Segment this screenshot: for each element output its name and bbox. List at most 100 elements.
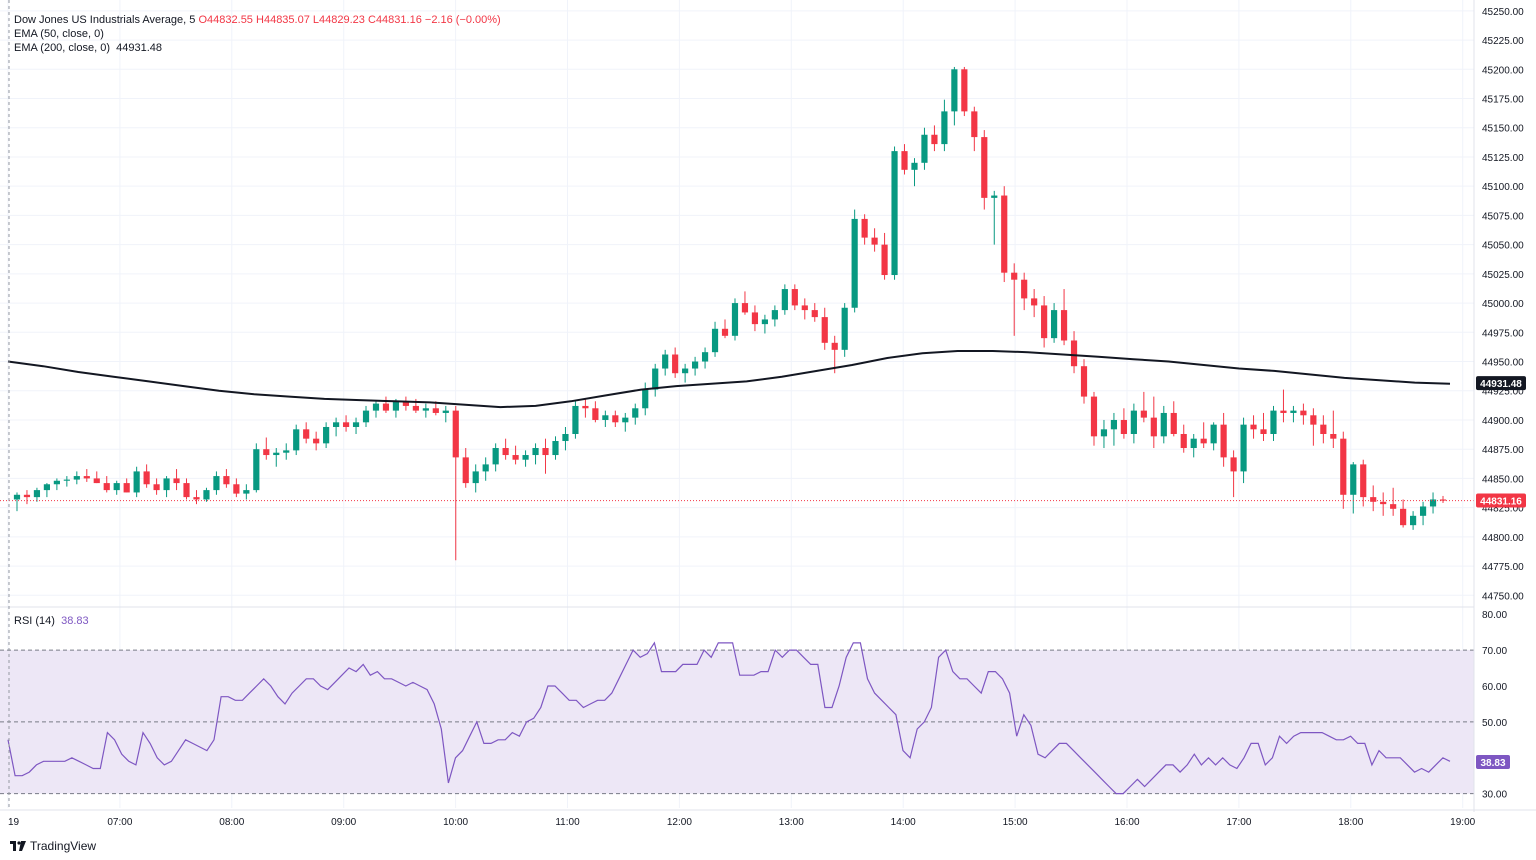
- time-tick-label: 17:00: [1226, 817, 1251, 828]
- price-tag-bg: [1476, 493, 1526, 508]
- candle-body: [791, 289, 798, 306]
- time-tick-label: 10:00: [443, 817, 468, 828]
- time-tick-label: 12:00: [667, 817, 692, 828]
- rsi-tick-label: 70.00: [1482, 646, 1507, 657]
- candle-body: [133, 471, 140, 493]
- candle-body: [173, 478, 180, 484]
- time-tick-label: 07:00: [107, 817, 132, 828]
- candle-body: [1410, 515, 1417, 526]
- candle-body: [961, 69, 968, 112]
- candle-body: [841, 307, 848, 350]
- candle-body: [1110, 419, 1118, 430]
- price-tick-label: 45200.00: [1482, 65, 1524, 76]
- candle-body: [492, 448, 499, 465]
- candle-body: [1290, 410, 1297, 413]
- legend-rsi[interactable]: RSI (14) 38.83: [14, 614, 89, 628]
- candle-body: [652, 368, 659, 390]
- legend-ema200[interactable]: EMA (200, close, 0) 44931.48: [14, 41, 162, 55]
- candle-body: [1429, 499, 1437, 507]
- ohlc-o-label: O: [198, 14, 208, 26]
- candle-body: [512, 455, 519, 460]
- candle-body: [502, 448, 509, 456]
- price-tick-label: 44975.00: [1482, 328, 1524, 339]
- candle-body: [1280, 410, 1287, 413]
- candle-body: [1051, 310, 1058, 339]
- candle-body: [662, 354, 669, 369]
- candle-body: [632, 408, 639, 418]
- candle-body: [1330, 433, 1337, 439]
- price-tick-label: 44950.00: [1482, 358, 1524, 369]
- rsi-polyline: [7, 641, 1451, 795]
- candle-body: [1390, 504, 1397, 509]
- price-tick-label: 44875.00: [1482, 445, 1524, 456]
- candle-body: [153, 484, 160, 491]
- candle-body: [93, 478, 100, 484]
- candle-body: [193, 497, 200, 500]
- price-tick-label: 45150.00: [1482, 124, 1524, 135]
- rsi-tag-bg: [1476, 754, 1510, 769]
- candle-body: [1031, 298, 1038, 306]
- candle-body: [462, 457, 469, 484]
- price-tick-label: 45050.00: [1482, 241, 1524, 252]
- price-tick-label: 44825.00: [1482, 504, 1524, 515]
- candle-body: [123, 483, 130, 493]
- candle-body: [1140, 410, 1147, 418]
- interval: 5: [189, 14, 196, 26]
- candle-body: [482, 464, 489, 472]
- candle-body: [682, 368, 689, 374]
- candle-body: [901, 151, 908, 170]
- candle-body: [562, 433, 569, 442]
- candle-body: [243, 490, 250, 494]
- price-tick-label: 44900.00: [1482, 416, 1524, 427]
- candle-body: [1370, 497, 1377, 502]
- ema-200-line: [0, 350, 1474, 502]
- candle-body: [442, 410, 449, 413]
- candle-body: [412, 405, 419, 411]
- price-tag-bg: [1476, 376, 1526, 391]
- candle-body: [622, 417, 629, 423]
- candle-body: [1419, 506, 1427, 516]
- candle-body: [532, 448, 539, 456]
- candle-body: [781, 289, 788, 311]
- candle-body: [891, 151, 898, 276]
- candle-body: [1350, 464, 1357, 495]
- price-tick-label: 44775.00: [1482, 562, 1524, 573]
- candle-body: [811, 310, 818, 318]
- legend-ema50[interactable]: EMA (50, close, 0): [14, 27, 104, 41]
- ohlc-l-label: L: [312, 14, 320, 26]
- rsi-label: RSI (14): [14, 615, 55, 627]
- ema200-label: EMA (200, close, 0): [14, 42, 110, 54]
- candle-body: [303, 429, 310, 439]
- candle-body: [23, 494, 31, 498]
- price-tick-label: 44800.00: [1482, 533, 1524, 544]
- candles: [13, 66, 1447, 561]
- candle-body: [1439, 499, 1447, 501]
- candle-body: [283, 450, 290, 453]
- candle-body: [572, 405, 579, 434]
- price-tick-label: 45250.00: [1482, 7, 1524, 18]
- candle-body: [692, 361, 699, 369]
- time-tick-label: 14:00: [891, 817, 916, 828]
- candle-body: [911, 162, 918, 170]
- price-tick-label: 44850.00: [1482, 474, 1524, 485]
- candle-body: [582, 405, 589, 409]
- candle-body: [1360, 464, 1367, 498]
- candle-body: [1250, 424, 1257, 430]
- candle-body: [1160, 412, 1167, 437]
- rsi-tick-label: 30.00: [1482, 790, 1507, 801]
- candle-body: [203, 490, 210, 500]
- candle-body: [362, 410, 370, 423]
- price-tag-label: 44931.48: [1480, 379, 1522, 390]
- candle-body: [213, 476, 220, 491]
- candle-body: [183, 483, 190, 498]
- candle-body: [422, 408, 429, 411]
- rsi-tick-label: 50.00: [1482, 718, 1507, 729]
- candle-body: [522, 455, 529, 460]
- candle-body: [941, 111, 948, 145]
- ohlc-c-label: C: [367, 14, 376, 26]
- candle-body: [1180, 433, 1187, 449]
- candle-body: [751, 312, 759, 325]
- candle-body: [333, 422, 340, 427]
- price-tick-label: 45025.00: [1482, 270, 1524, 281]
